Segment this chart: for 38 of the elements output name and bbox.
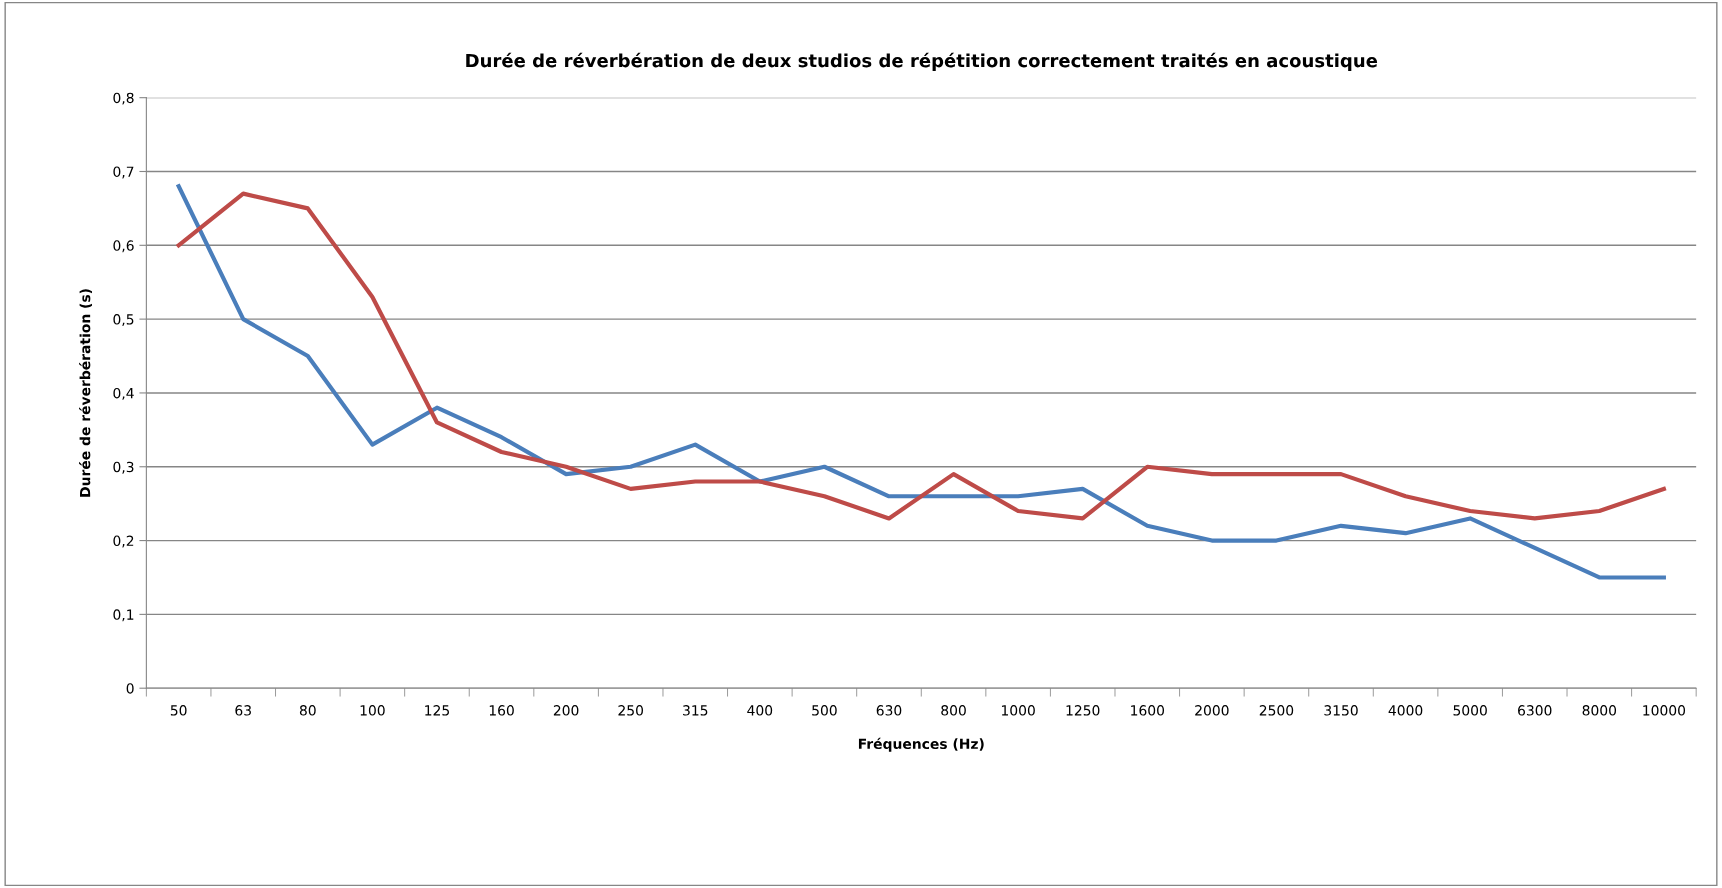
x-tick-label: 1600 — [1131, 705, 1165, 716]
y-tick-label: 0,6 — [113, 240, 134, 253]
y-tick-label: 0,3 — [113, 461, 134, 474]
x-tick-label: 63 — [235, 705, 251, 716]
y-tick-label: 0,1 — [113, 609, 134, 622]
x-tick-label: 400 — [747, 705, 773, 716]
x-tick-label: 4000 — [1388, 705, 1423, 716]
x-tick-label: 315 — [683, 705, 708, 716]
x-tick-label: 5000 — [1453, 705, 1487, 716]
line-series — [176, 184, 1666, 580]
y-tick-label: 0,4 — [113, 387, 134, 400]
x-tick-label: 160 — [489, 705, 514, 716]
x-tick-label: 6300 — [1518, 705, 1552, 716]
line-series — [176, 191, 1666, 521]
y-tick-label: 0 — [126, 683, 134, 694]
x-tick-label: 500 — [812, 705, 837, 716]
x-tick-label: 800 — [941, 705, 966, 716]
y-tick-label: 0,7 — [113, 166, 134, 179]
x-axis-title: Fréquences (Hz) — [858, 737, 984, 752]
x-tick-label: 1250 — [1066, 705, 1100, 716]
x-tick-label: 630 — [876, 705, 902, 716]
chart-title: Durée de réverbération de deux studios de répétition correctement traités en acoustique — [466, 52, 1378, 71]
y-tick-label: 0,5 — [113, 314, 134, 327]
x-tick-label: 3150 — [1324, 705, 1358, 716]
y-tick-label: 0,8 — [113, 92, 134, 105]
y-tick-label: 0,2 — [113, 535, 134, 548]
x-tick-label: 2000 — [1195, 705, 1229, 716]
x-tick-label: 80 — [299, 705, 316, 716]
x-tick-label: 50 — [170, 705, 187, 716]
x-tick-label: 8000 — [1582, 705, 1617, 716]
x-tick-label: 125 — [425, 705, 449, 716]
x-tick-label: 10000 — [1643, 705, 1686, 716]
x-tick-label: 250 — [618, 705, 644, 716]
x-tick-label: 2500 — [1259, 705, 1294, 716]
x-tick-label: 200 — [553, 705, 579, 716]
y-axis-title: Durée de réverbération (s) — [79, 289, 92, 497]
x-tick-label: 100 — [360, 705, 385, 716]
x-tick-label: 1000 — [1001, 705, 1035, 716]
